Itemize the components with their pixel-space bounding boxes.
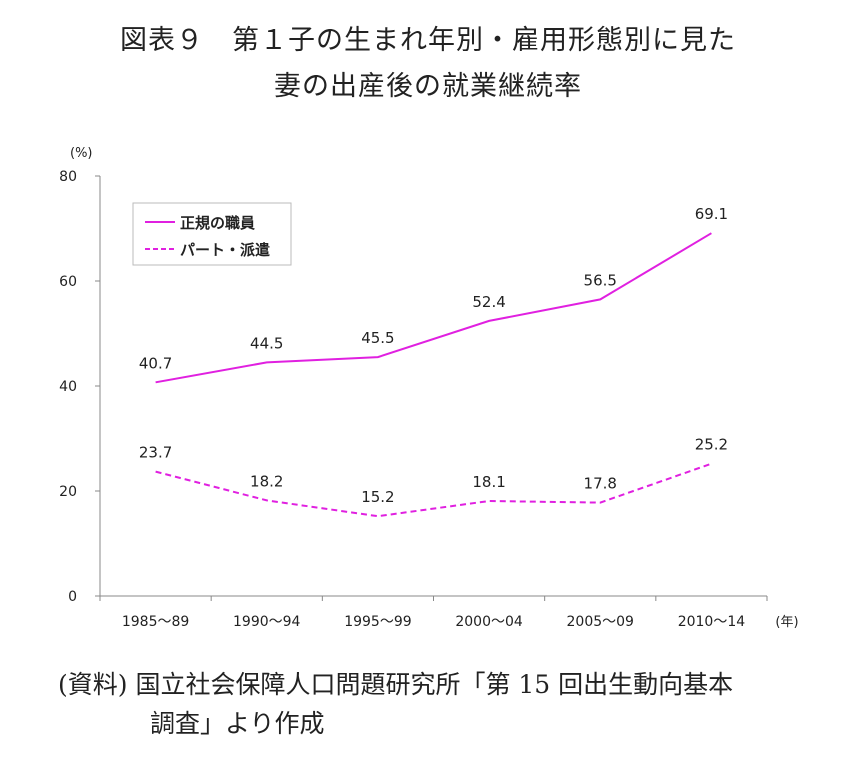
series-line-2 (155, 462, 712, 518)
legend-label-2: パート・派遣 (180, 241, 270, 259)
x-tick-label: 1995～99 (344, 614, 411, 630)
source-note-line1: (資料) 国立社会保障人口問題研究所「第 15 回出生動向基本 (58, 670, 734, 699)
data-label: 69.1 (695, 205, 728, 223)
line-chart: 0 20 40 60 80 (%) 1985～89 1990～94 1995～99 2000～04… (59, 146, 798, 630)
y-tick-label: 80 (59, 169, 77, 185)
chart-title-line2: 妻の出産後の就業継続率 (274, 71, 582, 102)
data-label: 52.4 (472, 293, 505, 311)
y-tick-label: 20 (59, 484, 77, 500)
y-tick-label: 60 (59, 274, 77, 290)
data-label: 18.2 (250, 472, 283, 490)
y-axis-unit-label: (%) (70, 146, 93, 161)
legend-label-1: 正規の職員 (180, 214, 255, 232)
x-axis-unit-label: (年) (775, 615, 798, 630)
data-label: 40.7 (139, 354, 172, 372)
data-label: 17.8 (584, 475, 617, 493)
data-labels: 40.7 44.5 45.5 52.4 56.5 69.1 23.7 18.2 15.2 18.1… (139, 205, 728, 506)
data-label: 23.7 (139, 444, 172, 462)
series-lines (155, 232, 712, 518)
x-tick-label: 2000～04 (455, 614, 523, 630)
data-label: 25.2 (695, 436, 728, 454)
series-line-1 (155, 232, 712, 384)
source-note-line2: 調査」より作成 (150, 709, 325, 738)
y-tick-label: 40 (59, 379, 77, 395)
data-label: 18.1 (472, 473, 505, 491)
axes: 0 20 40 60 80 (%) 1985～89 1990～94 1995～99 2000～04… (59, 146, 798, 630)
legend-box (132, 202, 292, 266)
data-label: 45.5 (361, 329, 394, 347)
data-label: 15.2 (361, 488, 394, 506)
x-tick-label: 1985～89 (122, 614, 189, 630)
data-label: 56.5 (584, 271, 617, 289)
x-tick-label: 2005～09 (567, 614, 634, 630)
x-tick-label: 2010～14 (678, 614, 746, 630)
y-tick-label: 0 (68, 589, 77, 605)
x-tick-label: 1990～94 (233, 614, 301, 630)
data-label: 44.5 (250, 334, 283, 352)
chart-title-line1: 図表９ 第１子の生まれ年別・雇用形態別に見た (120, 25, 736, 56)
